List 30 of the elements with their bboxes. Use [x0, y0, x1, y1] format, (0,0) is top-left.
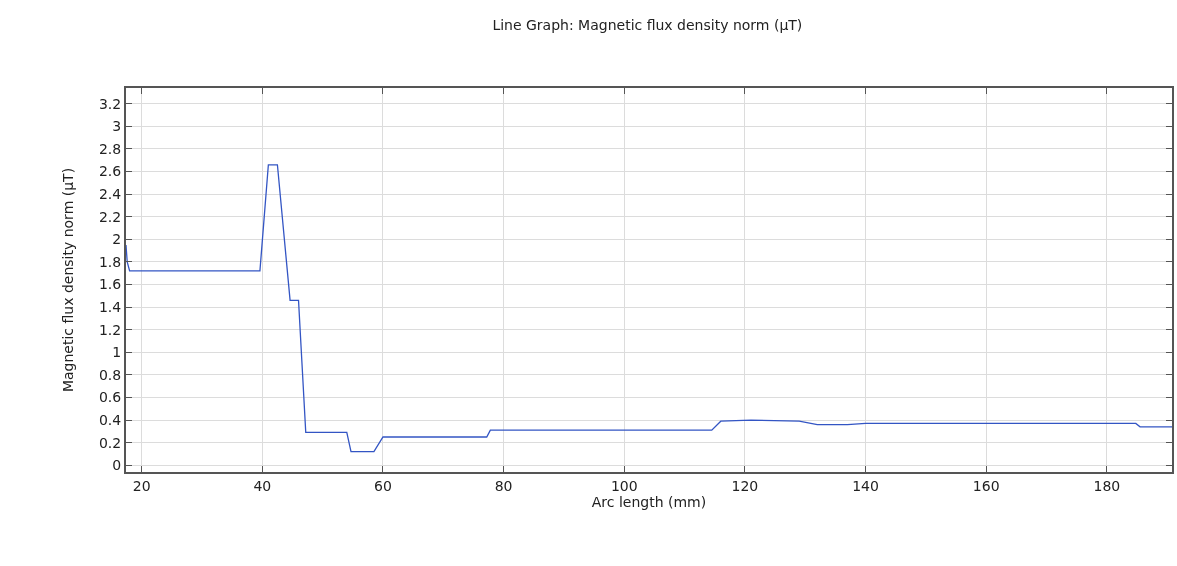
- line-series: [126, 164, 1172, 453]
- y-axis-title: Magnetic flux density norm (µT): [60, 167, 77, 393]
- x-tick-label: 60: [374, 477, 392, 494]
- x-tick-label: 160: [972, 477, 1000, 494]
- y-tick-label: 0.4: [98, 411, 122, 428]
- y-tick-label: 3.2: [98, 95, 122, 112]
- x-axis-title: Arc length (mm): [591, 493, 707, 510]
- y-tick-label: 2.8: [98, 140, 122, 157]
- x-tick-label: 20: [132, 477, 151, 494]
- y-tick-label: 1.6: [98, 276, 122, 293]
- y-tick-label: 0.2: [98, 434, 122, 451]
- x-tick-label: 100: [610, 477, 638, 494]
- y-tick-label: 2.4: [98, 186, 122, 203]
- y-tick-label: 1.4: [98, 299, 122, 316]
- x-tick-label: 140: [852, 477, 879, 494]
- y-tick-label: 3: [112, 118, 122, 135]
- x-tick-label: 120: [731, 477, 759, 494]
- y-tick-label: 2: [112, 231, 122, 248]
- y-tick-label: 1.2: [98, 321, 122, 338]
- y-tick-label: 2.2: [98, 208, 122, 225]
- chart-title: Line Graph: Magnetic flux density norm (µT): [492, 16, 803, 33]
- x-tick-label: 40: [253, 477, 272, 494]
- y-tick-label: 2.6: [98, 163, 122, 180]
- x-tick-label: 180: [1093, 477, 1121, 494]
- y-tick-label: 0: [112, 457, 122, 474]
- x-tick-label: 80: [494, 477, 513, 494]
- y-tick-label: 1.8: [98, 253, 122, 270]
- y-tick-label: 1: [112, 344, 122, 361]
- y-tick-label: 0.6: [98, 389, 122, 406]
- y-tick-label: 0.8: [98, 366, 122, 383]
